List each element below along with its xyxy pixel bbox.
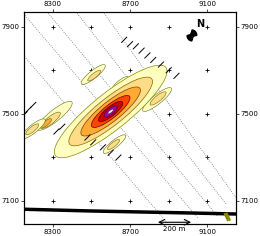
Ellipse shape (103, 135, 126, 153)
Ellipse shape (69, 124, 87, 138)
Ellipse shape (41, 112, 60, 128)
Ellipse shape (88, 70, 101, 81)
Ellipse shape (104, 106, 117, 117)
Ellipse shape (37, 101, 72, 130)
Ellipse shape (40, 119, 51, 128)
Ellipse shape (150, 92, 166, 105)
Ellipse shape (69, 77, 153, 146)
Ellipse shape (26, 124, 39, 135)
Ellipse shape (54, 65, 167, 158)
Ellipse shape (81, 87, 140, 136)
Ellipse shape (21, 119, 45, 139)
Text: 200 m: 200 m (163, 226, 186, 232)
Ellipse shape (112, 76, 128, 90)
Ellipse shape (81, 65, 105, 84)
Ellipse shape (108, 109, 114, 114)
Ellipse shape (99, 101, 123, 122)
Ellipse shape (91, 95, 130, 127)
Polygon shape (187, 35, 192, 41)
Ellipse shape (142, 88, 172, 111)
Polygon shape (192, 30, 197, 35)
Text: N: N (196, 19, 204, 29)
Ellipse shape (107, 139, 120, 150)
